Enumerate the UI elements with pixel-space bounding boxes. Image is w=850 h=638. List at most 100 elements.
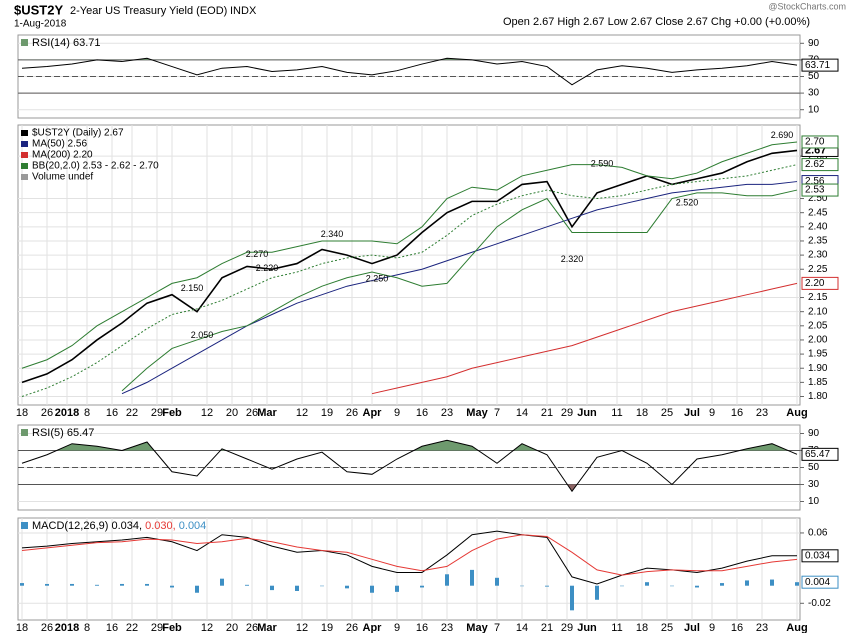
value-label-box: [801, 158, 839, 172]
x-tick-label: 8: [84, 407, 90, 419]
x-tick-label: 23: [441, 407, 453, 419]
x-tick-label: 19: [321, 407, 333, 419]
x-tick-label: Apr: [363, 622, 383, 633]
exchange: INDX: [230, 5, 257, 17]
x-tick-label: Feb: [162, 407, 182, 419]
histogram-bar: [220, 578, 224, 586]
series-line: [21, 57, 798, 86]
histogram-bar: [620, 585, 624, 587]
histogram-bar: [520, 585, 524, 587]
histogram-bar: [695, 585, 699, 588]
histogram-bar: [645, 582, 649, 586]
price-annotation: 2.320: [561, 254, 584, 264]
y-tick-label: 1.90: [808, 363, 828, 374]
x-tick-label: 2018: [55, 407, 79, 419]
x-tick-label: 29: [561, 407, 573, 419]
x-tick-label: Jul: [684, 407, 700, 419]
histogram-bar: [720, 583, 724, 586]
price-annotation: 2.050: [191, 330, 214, 340]
x-tick-label: 23: [756, 622, 768, 633]
legend: MACD(12,26,9) 0.034, 0.030, 0.004: [32, 520, 206, 532]
x-tick-label: 25: [661, 622, 673, 633]
y-tick-label: 50: [808, 462, 820, 473]
legend-marker: [21, 522, 28, 529]
x-tick-label: 23: [756, 407, 768, 419]
histogram-bar: [570, 585, 574, 611]
panel-title: RSI(14) 63.71: [32, 37, 100, 49]
x-tick-label: 22: [126, 622, 138, 633]
histogram-bar: [270, 585, 274, 591]
y-tick-label: 10: [808, 104, 820, 115]
x-tick-label: 18: [16, 407, 28, 419]
legend-entry: 0.030,: [145, 520, 179, 532]
x-tick-label: 21: [541, 407, 553, 419]
histogram-bar: [145, 583, 149, 586]
x-tick-label: Feb: [162, 622, 182, 633]
x-tick-label: 25: [661, 407, 673, 419]
x-tick-label: 29: [561, 622, 573, 633]
value-label-box: [801, 276, 839, 290]
value-label: 63.71: [805, 60, 830, 71]
value-label: 2.20: [805, 278, 825, 289]
legend-marker: [21, 174, 28, 180]
histogram-bar: [345, 585, 349, 589]
value-label-box: [801, 549, 839, 563]
histogram-bar: [45, 583, 49, 586]
histogram-bar: [320, 585, 324, 587]
x-tick-label: May: [466, 622, 488, 633]
x-tick-label: 18: [16, 622, 28, 633]
value-label-box: [801, 135, 839, 149]
x-tick-label: 12: [201, 622, 213, 633]
x-tick-label: 2018: [55, 622, 79, 633]
x-tick-label: 16: [416, 407, 428, 419]
x-tick-label: 29: [151, 622, 163, 633]
legend-entry: Volume undef: [32, 172, 93, 183]
histogram-bar: [420, 585, 424, 588]
x-tick-label: 18: [636, 622, 648, 633]
legend-entry: MA(50) 2.56: [32, 139, 87, 150]
price-annotation: 2.270: [246, 249, 269, 259]
x-tick-label: 26: [246, 622, 258, 633]
y-tick-label: -0.02: [808, 598, 831, 609]
x-tick-label: Mar: [257, 407, 277, 419]
legend-marker: [21, 163, 28, 169]
y-tick-label: 2.25: [808, 264, 828, 275]
x-tick-label: 26: [346, 622, 358, 633]
series-line: [21, 534, 798, 576]
value-label: 0.034: [805, 550, 830, 561]
rsi-fill: [22, 440, 797, 451]
series-line: [121, 181, 798, 395]
histogram-bar: [595, 585, 599, 600]
y-tick-label: 2.50: [808, 193, 828, 204]
x-tick-label: 20: [226, 407, 238, 419]
value-label: 2.56: [805, 176, 825, 187]
y-tick-label: 2.10: [808, 306, 828, 317]
value-label: 2.70: [805, 137, 825, 148]
x-tick-label: Jun: [577, 407, 597, 419]
histogram-bar: [120, 583, 124, 586]
histogram-bar: [370, 585, 374, 593]
legend-marker: [21, 130, 28, 136]
series-line: [121, 189, 798, 392]
legend-entry: MA(200) 2.20: [32, 150, 93, 161]
x-tick-label: 11: [611, 622, 622, 633]
value-label: 2.62: [805, 159, 825, 170]
histogram-bar: [245, 584, 249, 586]
date: 1-Aug-2018: [14, 19, 67, 30]
y-tick-label: 2.35: [808, 236, 828, 247]
y-tick-label: 50: [808, 71, 820, 82]
panel-title: RSI(5) 65.47: [32, 427, 94, 439]
panel-frame: [17, 124, 801, 406]
x-tick-label: Apr: [363, 407, 383, 419]
histogram-bar: [470, 569, 474, 586]
x-tick-label: 26: [346, 407, 358, 419]
histogram-bar: [195, 585, 199, 593]
source: @StockCharts.com: [768, 1, 846, 11]
value-label: 65.47: [805, 449, 830, 460]
y-tick-label: 2.15: [808, 292, 828, 303]
price-annotation: 2.590: [591, 158, 614, 168]
price-annotation: 2.520: [676, 197, 699, 207]
x-tick-label: 29: [151, 407, 163, 419]
x-tick-label: 18: [636, 407, 648, 419]
